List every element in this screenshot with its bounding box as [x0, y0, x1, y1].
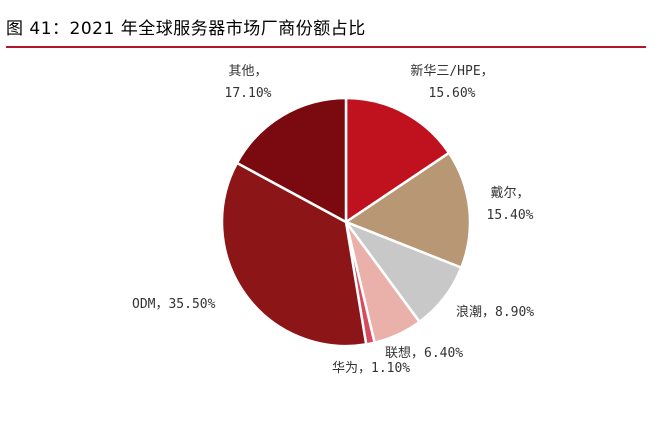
title-divider — [6, 46, 646, 48]
slice-label-5: ODM，35.50% — [132, 297, 216, 312]
pie-slices — [220, 96, 472, 348]
pie-slice-1 — [344, 151, 472, 269]
slice-label-4: 华为，1.10% — [332, 361, 410, 376]
slice-label-1: 戴尔， — [490, 186, 529, 201]
pie-slice-5 — [220, 161, 368, 348]
slice-value-6: 17.10% — [225, 86, 272, 101]
pie-labels: 新华三/HPE， 15.60% 戴尔， 15.40% 浪潮，8.90% 联想，6.40%华… — [132, 63, 534, 376]
pie-slice-6 — [235, 96, 348, 224]
slice-label-6: 其他， — [228, 64, 267, 79]
slice-value-1: 15.40% — [487, 208, 534, 223]
slice-label-0: 新华三/HPE， — [410, 63, 493, 79]
chart-title: 图 41：2021 年全球服务器市场厂商份额占比 — [6, 19, 366, 39]
slice-value-0: 15.60% — [429, 86, 476, 101]
slice-label-2: 浪潮，8.90% — [456, 305, 534, 320]
pie-slice-0 — [344, 96, 451, 224]
slice-label-3: 联想，6.40% — [385, 345, 463, 361]
